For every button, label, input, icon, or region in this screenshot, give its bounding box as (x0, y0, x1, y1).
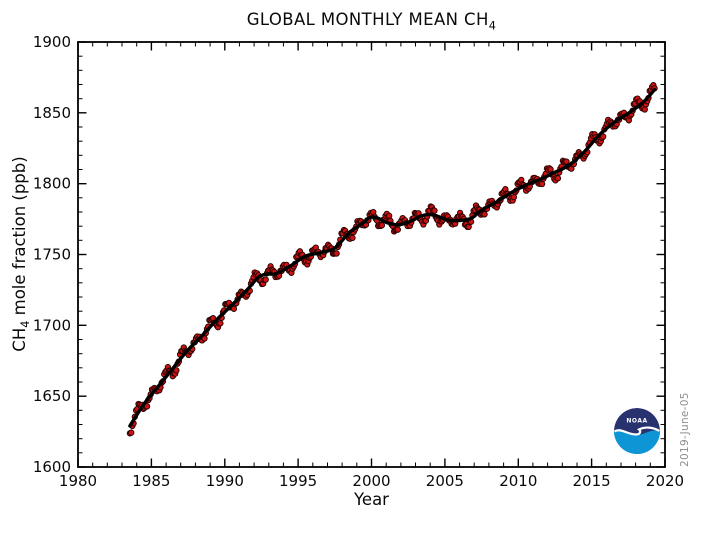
monthly-data-point (554, 175, 562, 182)
y-tick-label: 1700 (33, 316, 71, 334)
monthly-data-point (378, 222, 386, 229)
chart-title: GLOBAL MONTHLY MEAN CH4 (78, 10, 665, 32)
monthly-data-point (217, 320, 224, 327)
plot-frame (77, 41, 666, 468)
y-tick-label: 1800 (33, 175, 71, 193)
monthly-data-point (600, 133, 607, 140)
plot-date-stamp: 2019-June-05 (679, 392, 691, 467)
y-tick-label: 1650 (33, 387, 71, 405)
y-axis-label: CH4 mole fraction (ppb) (10, 156, 32, 351)
trend-line (128, 87, 657, 428)
monthly-data-point (349, 234, 356, 242)
monthly-data-point (641, 106, 648, 113)
y-axis-label-suffix: mole fraction (ppb) (9, 156, 29, 321)
chart-title-subscript: 4 (488, 19, 497, 33)
x-tick-label: 2005 (426, 472, 464, 490)
x-tick-label: 2000 (352, 472, 390, 490)
y-axis-label-prefix: CH (9, 327, 29, 352)
monthly-data-point (481, 211, 488, 218)
monthly-data-point (394, 226, 401, 233)
monthly-connect-line (129, 84, 656, 434)
noaa-logo-sea (614, 430, 660, 454)
chart-title-text: GLOBAL MONTHLY MEAN CH (246, 10, 489, 29)
monthly-data-point (173, 367, 180, 374)
x-tick-label: 1995 (279, 472, 317, 490)
monthly-data-point (386, 212, 393, 219)
noaa-logo-text: NOAA (626, 418, 647, 425)
y-axis-label-subscript: 4 (19, 320, 33, 328)
noaa-logo: NOAA (614, 408, 660, 454)
monthly-data-point (538, 180, 546, 188)
monthly-data-point (262, 276, 269, 283)
monthly-data-point (547, 166, 554, 173)
y-tick-label: 1900 (33, 33, 71, 51)
x-tick-label: 2015 (573, 472, 611, 490)
monthly-data-point (128, 429, 135, 436)
y-tick-label: 1600 (33, 458, 71, 476)
monthly-data-point (333, 250, 340, 257)
monthly-data-point (431, 207, 438, 214)
x-tick-label: 1980 (59, 472, 97, 490)
x-tick-label: 1985 (132, 472, 170, 490)
y-tick-label: 1750 (33, 246, 71, 264)
noaa-logo-gull-icon (614, 426, 660, 436)
x-tick-label: 1990 (206, 472, 244, 490)
x-axis-label: Year (354, 490, 389, 509)
monthly-data-point (143, 403, 151, 410)
x-tick-label: 2020 (646, 472, 684, 490)
y-tick-label: 1850 (33, 104, 71, 122)
monthly-data-point (510, 193, 518, 201)
x-tick-label: 2010 (499, 472, 537, 490)
